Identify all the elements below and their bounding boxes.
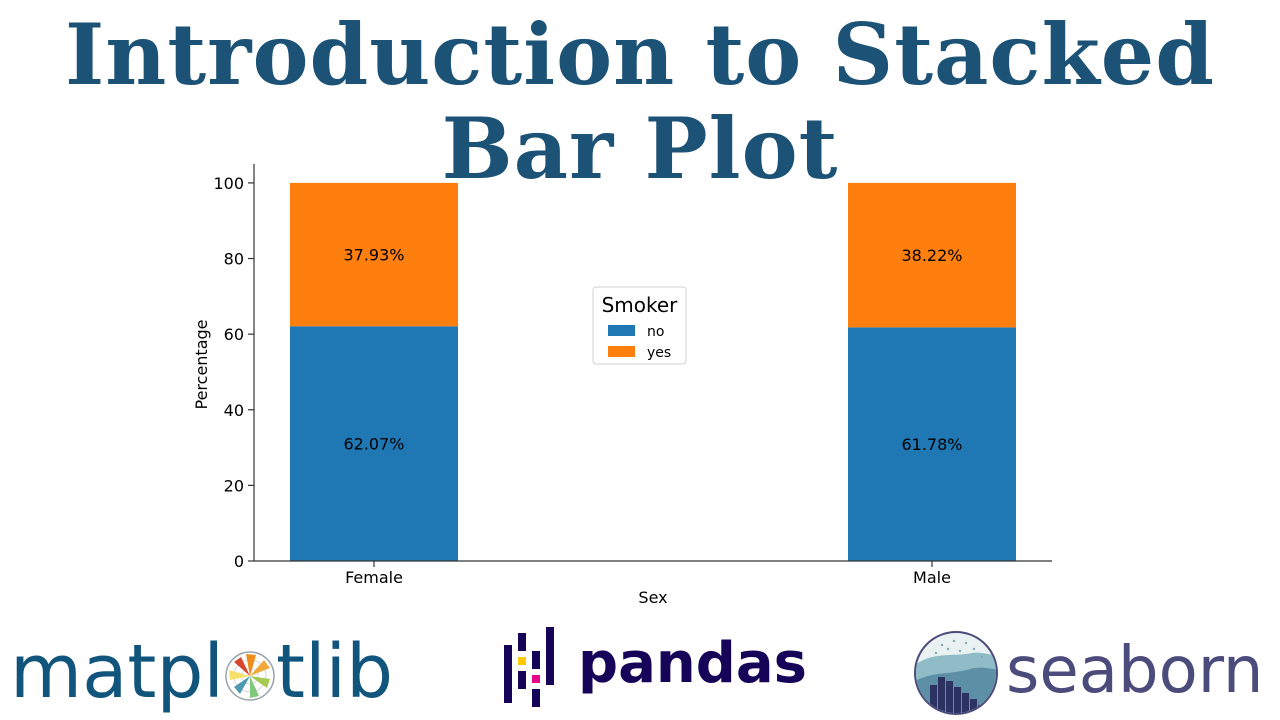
- y-axis-label: Percentage: [192, 319, 211, 409]
- axes-layer: 0 20 40 60 80 100 Female Male Sex Percentage: [192, 164, 1052, 607]
- legend-swatch-yes: [608, 346, 635, 357]
- data-label-female-yes: 37.93%: [343, 246, 404, 265]
- y-tick-label: 20: [224, 476, 244, 495]
- matplotlib-logo: matpl tlib: [10, 632, 393, 712]
- library-logos: matpl tlib pandas: [0, 615, 1280, 715]
- legend-box: [592, 286, 687, 365]
- x-tick-label-male: Male: [913, 568, 951, 587]
- legend-swatch-no: [608, 325, 635, 336]
- data-label-male-no: 61.78%: [901, 435, 962, 454]
- y-tick-label: 100: [213, 174, 244, 193]
- x-tick-label-female: Female: [345, 568, 403, 587]
- pandas-logo-text: pandas: [578, 631, 807, 696]
- bar-female-yes: [290, 182, 458, 327]
- y-tick-label: 80: [224, 250, 244, 269]
- data-label-female-no: 62.07%: [343, 435, 404, 454]
- legend-title: Smoker: [602, 293, 679, 317]
- legend-label-no: no: [647, 324, 664, 340]
- labels-layer: 62.07% 37.93% 61.78% 38.22%: [343, 246, 962, 455]
- legend-label-yes: yes: [647, 345, 671, 361]
- matplotlib-logo-text-left: matpl: [10, 629, 224, 715]
- legend: Smoker no yes: [592, 286, 687, 365]
- bar-male-no: [848, 327, 1016, 561]
- seaborn-logo-text: seaborn: [1006, 634, 1264, 708]
- page-title: Introduction to Stacked Bar Plot: [65, 5, 1215, 198]
- bars-layer: [290, 182, 1016, 561]
- pandas-bars-icon: [504, 627, 554, 707]
- seaborn-emblem-icon: [914, 631, 998, 715]
- bar-female-no: [290, 326, 458, 561]
- y-tick-label: 0: [234, 552, 244, 571]
- x-axis-label: Sex: [638, 588, 667, 607]
- matplotlib-logo-text-right: tlib: [275, 629, 394, 715]
- y-tick-label: 60: [224, 325, 244, 344]
- data-label-male-yes: 38.22%: [901, 246, 962, 265]
- y-tick-label: 40: [224, 401, 244, 420]
- bar-male-yes: [848, 182, 1016, 328]
- matplotlib-wheel-icon: [225, 651, 275, 702]
